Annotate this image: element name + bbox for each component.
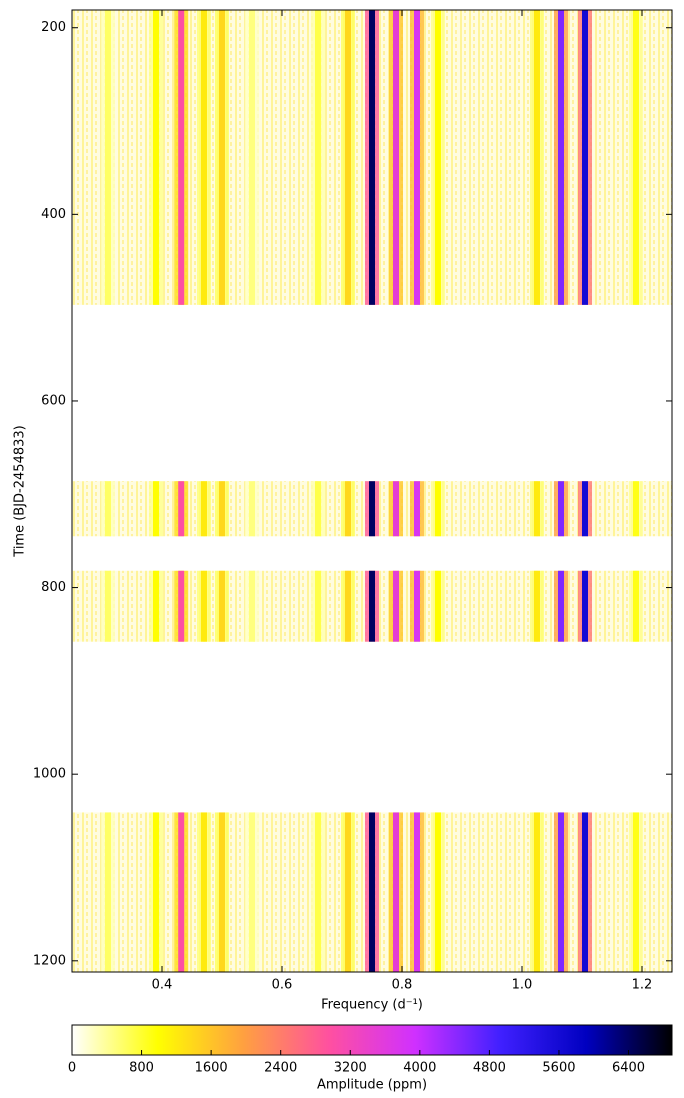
stripe bbox=[582, 10, 588, 305]
stripe bbox=[219, 10, 225, 305]
stripe bbox=[153, 570, 159, 642]
y-tick-label: 600 bbox=[41, 393, 66, 408]
stripe bbox=[633, 570, 639, 642]
stripe bbox=[393, 10, 399, 305]
stripe bbox=[369, 812, 375, 972]
stripe bbox=[393, 812, 399, 972]
stripe bbox=[201, 812, 207, 972]
colorbar-tick-label: 4800 bbox=[473, 1061, 506, 1076]
stripe bbox=[178, 812, 185, 972]
stripe bbox=[105, 481, 111, 537]
stripe bbox=[558, 812, 564, 972]
stripe bbox=[105, 812, 111, 972]
stripe bbox=[178, 10, 185, 305]
colorbar-tick-label: 4000 bbox=[403, 1061, 436, 1076]
stripe bbox=[393, 481, 399, 537]
colorbar-label: Amplitude (ppm) bbox=[317, 1078, 427, 1093]
stripe bbox=[249, 481, 255, 537]
stripe bbox=[414, 812, 420, 972]
x-tick-label: 1.2 bbox=[632, 978, 653, 993]
colorbar-tick-label: 0 bbox=[68, 1061, 76, 1076]
x-axis-label: Frequency (d⁻¹) bbox=[321, 998, 423, 1013]
stripe bbox=[345, 10, 351, 305]
stripe bbox=[201, 481, 207, 537]
y-tick-label: 800 bbox=[41, 580, 66, 595]
stripe bbox=[534, 481, 540, 537]
stripe bbox=[178, 570, 185, 642]
stripe bbox=[582, 481, 588, 537]
stripe bbox=[249, 812, 255, 972]
stripe bbox=[219, 570, 225, 642]
stripe bbox=[582, 812, 588, 972]
stripe bbox=[633, 481, 639, 537]
x-tick-label: 1.0 bbox=[512, 978, 533, 993]
stripe bbox=[345, 570, 351, 642]
stripe bbox=[315, 570, 321, 642]
stripe bbox=[315, 812, 321, 972]
stripe bbox=[345, 481, 351, 537]
stripe bbox=[105, 570, 111, 642]
stripe bbox=[105, 10, 111, 305]
stripe bbox=[435, 570, 441, 642]
stripe bbox=[633, 10, 639, 305]
colorbar-tick-label: 1600 bbox=[195, 1061, 228, 1076]
stripe bbox=[558, 570, 564, 642]
stripe bbox=[534, 812, 540, 972]
stripe bbox=[153, 10, 159, 305]
stripe bbox=[393, 570, 399, 642]
stripe bbox=[369, 481, 375, 537]
stripe bbox=[435, 812, 441, 972]
colorbar-tick-label: 2400 bbox=[264, 1061, 297, 1076]
stripe bbox=[414, 10, 420, 305]
stripe bbox=[249, 10, 255, 305]
stripe bbox=[249, 570, 255, 642]
stripe bbox=[153, 481, 159, 537]
stripe bbox=[414, 570, 420, 642]
stripe bbox=[153, 812, 159, 972]
y-tick-label: 200 bbox=[41, 20, 66, 35]
stripe bbox=[435, 10, 441, 305]
stripe bbox=[369, 570, 375, 642]
stripe bbox=[369, 10, 375, 305]
colorbar-tick-label: 3200 bbox=[334, 1061, 367, 1076]
stripe bbox=[558, 481, 564, 537]
plot-area bbox=[72, 10, 672, 972]
stripe bbox=[414, 481, 420, 537]
colorbar bbox=[71, 1024, 673, 1056]
colorbar-tick-label: 6400 bbox=[612, 1061, 645, 1076]
stripe bbox=[315, 10, 321, 305]
stripe bbox=[219, 481, 225, 537]
x-tick-label: 0.4 bbox=[152, 978, 173, 993]
x-tick-label: 0.6 bbox=[272, 978, 293, 993]
stripe bbox=[633, 812, 639, 972]
stripe bbox=[219, 812, 225, 972]
colorbar-tick-label: 5600 bbox=[542, 1061, 575, 1076]
y-tick-label: 1000 bbox=[33, 767, 66, 782]
y-tick-label: 400 bbox=[41, 207, 66, 222]
stripe bbox=[178, 481, 185, 537]
y-axis-label: Time (BJD-2454833) bbox=[13, 425, 28, 557]
stripe bbox=[315, 481, 321, 537]
stripe bbox=[582, 570, 588, 642]
x-tick-label: 0.8 bbox=[392, 978, 413, 993]
stripe bbox=[345, 812, 351, 972]
stripe bbox=[201, 10, 207, 305]
stripe bbox=[201, 570, 207, 642]
plot-frame bbox=[71, 9, 673, 973]
stripe bbox=[558, 10, 564, 305]
stripe bbox=[435, 481, 441, 537]
stripe bbox=[534, 570, 540, 642]
y-tick-label: 1200 bbox=[33, 953, 66, 968]
stripe bbox=[534, 10, 540, 305]
colorbar-tick-label: 800 bbox=[129, 1061, 154, 1076]
